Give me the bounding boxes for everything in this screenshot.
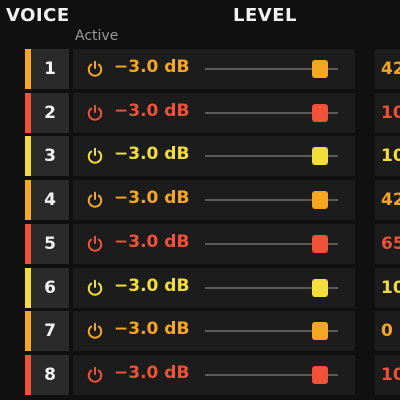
level-column-title: LEVEL [233, 5, 297, 26]
power-icon[interactable] [86, 279, 104, 297]
voice-side-value: 65 [375, 223, 400, 264]
voice-number[interactable]: 8 [31, 354, 69, 395]
level-db-value: −3.0 dB [114, 319, 190, 340]
level-slider-track[interactable] [205, 68, 338, 70]
power-icon[interactable] [86, 366, 104, 384]
power-icon[interactable] [86, 60, 104, 78]
voice-color-bar [25, 49, 31, 89]
voice-row: 8 −3.0 dB 10 [0, 354, 400, 395]
level-slider-handle[interactable] [312, 147, 328, 166]
power-icon[interactable] [86, 322, 104, 340]
voice-row: 2 −3.0 dB 10 [0, 92, 400, 133]
level-db-value: −3.0 dB [114, 231, 190, 252]
voice-side-value: 10 [375, 267, 400, 308]
level-slider-handle[interactable] [312, 234, 328, 253]
voice-side-value: 10 [375, 136, 400, 177]
power-icon[interactable] [86, 104, 104, 122]
level-slider-track[interactable] [205, 111, 338, 114]
voice-number[interactable]: 4 [31, 180, 69, 221]
voice-side-value: 42 [375, 49, 400, 89]
voice-color-bar [25, 311, 31, 352]
voice-row: 1 −3.0 dB 42 [0, 49, 400, 89]
column-header: VOICE LEVEL Active [0, 0, 400, 46]
level-db-value: −3.0 dB [114, 57, 190, 77]
level-slider-handle[interactable] [312, 365, 328, 384]
voice-side-value: 10 [375, 354, 400, 395]
power-icon[interactable] [86, 147, 104, 165]
voice-color-bar [25, 267, 31, 308]
level-slider-track[interactable] [205, 330, 338, 333]
voice-row: 5 −3.0 dB 65 [0, 223, 400, 264]
level-slider-track[interactable] [205, 242, 338, 245]
voice-number[interactable]: 7 [31, 311, 69, 352]
voice-row: 3 −3.0 dB 10 [0, 136, 400, 177]
voice-side-value: 0 [375, 311, 400, 352]
level-slider-track[interactable] [205, 373, 338, 376]
voice-row: 7 −3.0 dB 0 [0, 311, 400, 352]
voice-row: 4 −3.0 dB 42 [0, 180, 400, 221]
level-db-value: −3.0 dB [114, 100, 190, 121]
voice-side-value: 10 [375, 92, 400, 133]
level-slider-track[interactable] [205, 155, 338, 158]
level-slider-track[interactable] [205, 286, 338, 289]
power-icon[interactable] [86, 191, 104, 209]
voice-color-bar [25, 354, 31, 395]
voice-number[interactable]: 6 [31, 267, 69, 308]
level-slider-track[interactable] [205, 199, 338, 202]
voice-number[interactable]: 2 [31, 92, 69, 133]
active-column-label: Active [75, 28, 119, 44]
voice-column-title: VOICE [6, 5, 70, 26]
level-slider-handle[interactable] [312, 322, 328, 341]
voice-color-bar [25, 136, 31, 177]
level-slider-handle[interactable] [312, 191, 328, 210]
voice-number[interactable]: 1 [31, 49, 69, 89]
level-db-value: −3.0 dB [114, 188, 190, 209]
voice-side-value: 42 [375, 180, 400, 221]
voice-color-bar [25, 223, 31, 264]
voice-color-bar [25, 180, 31, 221]
voice-number[interactable]: 5 [31, 223, 69, 264]
level-slider-handle[interactable] [312, 278, 328, 297]
level-db-value: −3.0 dB [114, 275, 190, 296]
voice-color-bar [25, 92, 31, 133]
voice-number[interactable]: 3 [31, 136, 69, 177]
voice-row: 6 −3.0 dB 10 [0, 267, 400, 308]
level-slider-handle[interactable] [312, 103, 328, 122]
power-icon[interactable] [86, 235, 104, 253]
level-db-value: −3.0 dB [114, 362, 190, 383]
level-slider-handle[interactable] [312, 60, 328, 78]
level-db-value: −3.0 dB [114, 144, 190, 165]
